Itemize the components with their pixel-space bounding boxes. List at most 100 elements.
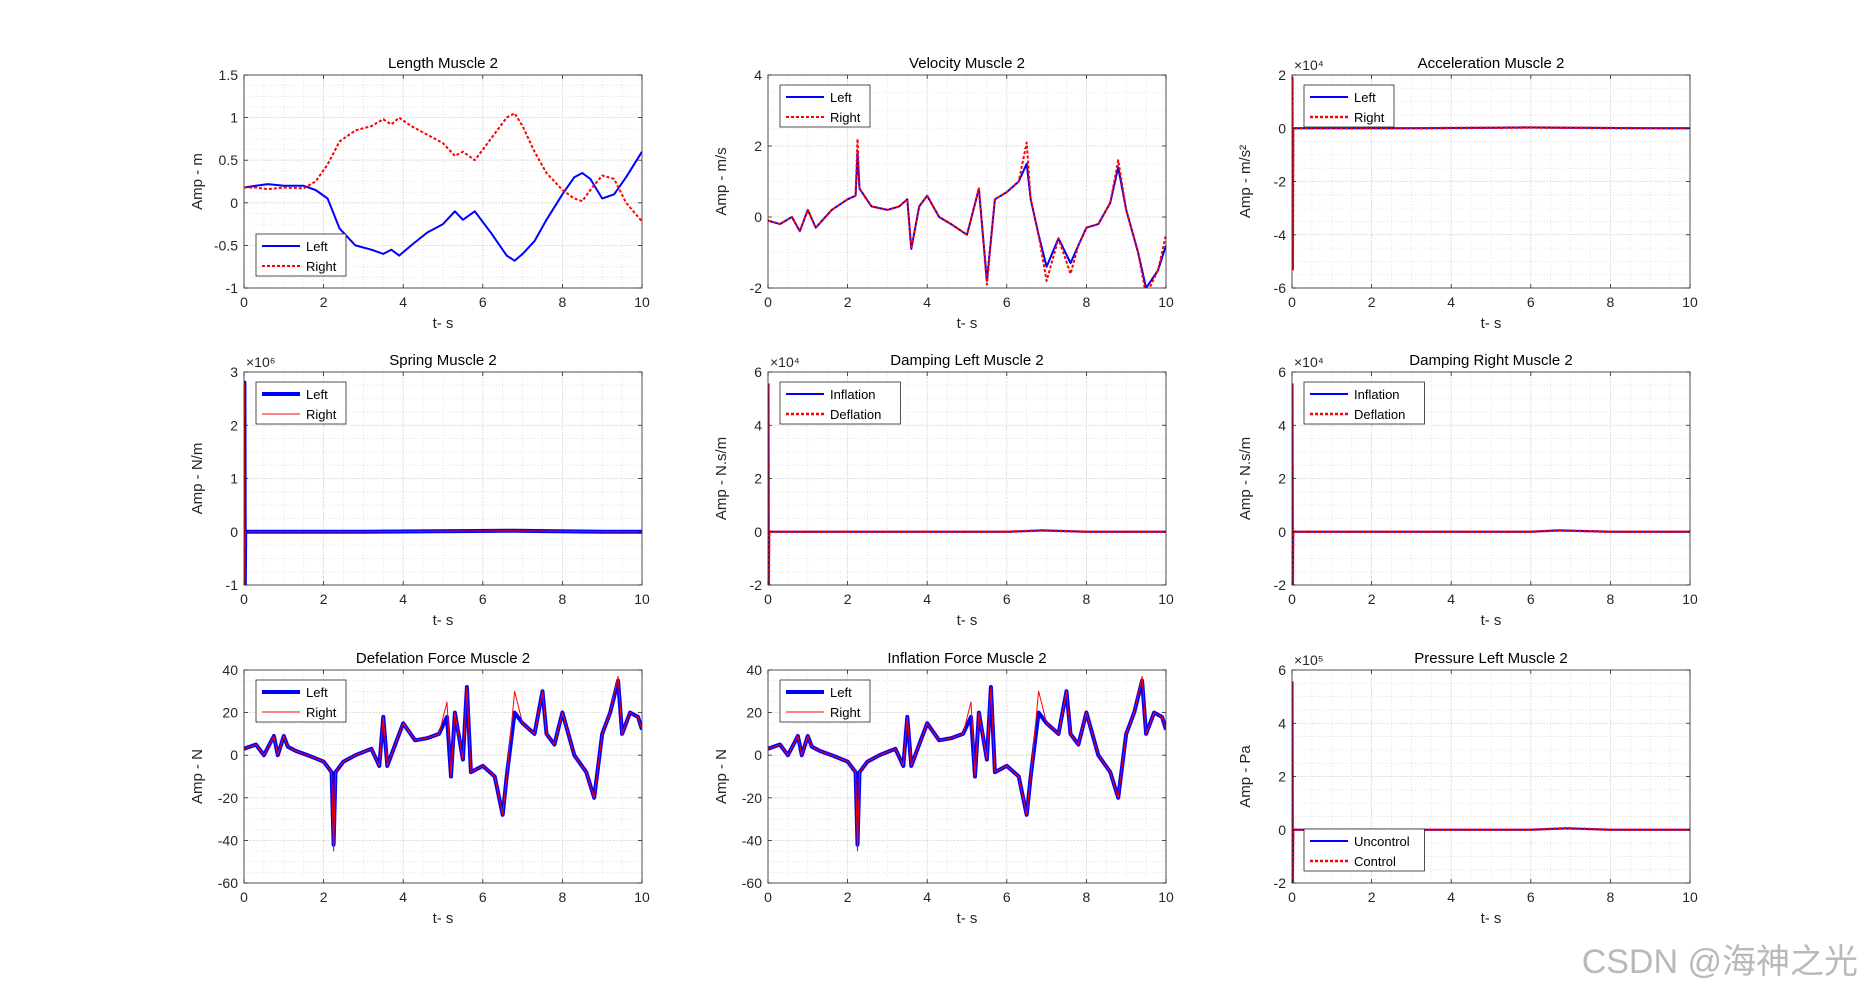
y-tick-label: 40 <box>746 662 762 678</box>
chart-title: Spring Muscle 2 <box>389 352 497 369</box>
series-line-deflation <box>768 381 1166 585</box>
y-tick-label: -20 <box>742 790 762 806</box>
y-tick-label: 6 <box>1278 364 1286 380</box>
x-tick-label: 4 <box>1447 294 1455 310</box>
y-tick-label: 2 <box>1278 769 1286 785</box>
y-axis-label: Amp - m/s <box>713 147 730 215</box>
y-tick-label: -2 <box>1274 174 1287 190</box>
x-axis-label: t- s <box>957 612 978 629</box>
x-axis-label: t- s <box>957 910 978 927</box>
legend: Left Right <box>779 84 871 128</box>
x-tick-label: 2 <box>320 294 328 310</box>
legend-label: Deflation <box>1354 407 1405 422</box>
legend-box <box>255 381 347 425</box>
x-tick-label: 0 <box>1288 591 1296 607</box>
axis-exponent: ×10⁴ <box>1294 57 1324 73</box>
chart-3: 0 2 4 6 8 10 -6 -4 -2 0 2 ×10⁴ Acceleration Muscle 2… <box>1237 55 1698 332</box>
x-tick-label: 10 <box>634 591 650 607</box>
y-tick-label: 0 <box>1278 120 1286 136</box>
legend-label: Left <box>1354 90 1376 105</box>
legend: Left Right <box>779 679 871 723</box>
x-axis-label: t- s <box>433 910 454 927</box>
y-tick-label: -6 <box>1274 280 1287 296</box>
legend-label: Inflation <box>1354 387 1400 402</box>
y-tick-label: 0 <box>230 747 238 763</box>
chart-title: Inflation Force Muscle 2 <box>887 650 1046 667</box>
x-tick-label: 10 <box>1158 591 1174 607</box>
y-tick-label: 2 <box>754 138 762 154</box>
y-tick-label: 0 <box>1278 822 1286 838</box>
x-tick-label: 2 <box>844 889 852 905</box>
y-axis-label: Amp - m <box>189 153 206 210</box>
x-tick-label: 4 <box>923 889 931 905</box>
legend-label: Right <box>830 705 861 720</box>
y-tick-label: -2 <box>750 577 763 593</box>
x-tick-label: 6 <box>479 889 487 905</box>
legend-box <box>255 679 347 723</box>
chart-1: 0 2 4 6 8 10 -1 -0.5 0 0.5 1 1.5 Length Muscle 2 t- s… <box>189 55 650 332</box>
y-tick-label: -20 <box>218 790 238 806</box>
legend-label: Right <box>306 407 337 422</box>
chart-title: Damping Left Muscle 2 <box>890 352 1043 369</box>
legend: Inflation Deflation <box>779 381 901 425</box>
x-tick-label: 10 <box>1682 591 1698 607</box>
axes-box <box>767 669 1167 884</box>
y-tick-label: -4 <box>1274 227 1287 243</box>
legend-box <box>255 233 347 277</box>
y-tick-label: 2 <box>230 417 238 433</box>
x-tick-label: 6 <box>1527 591 1535 607</box>
y-tick-label: -40 <box>742 832 762 848</box>
chart-8: 0 2 4 6 8 10 -60 -40 -20 0 20 40 Inflation Force Mus… <box>713 650 1174 927</box>
x-axis-label: t- s <box>1481 910 1502 927</box>
x-axis-label: t- s <box>1481 612 1502 629</box>
x-tick-label: 0 <box>764 889 772 905</box>
series-line-right <box>1292 76 1690 271</box>
chart-title: Pressure Left Muscle 2 <box>1414 650 1567 667</box>
axis-exponent: ×10⁵ <box>1294 652 1324 668</box>
y-tick-label: 2 <box>754 471 762 487</box>
axis-exponent: ×10⁴ <box>770 354 800 370</box>
x-axis-label: t- s <box>1481 315 1502 332</box>
x-tick-label: 6 <box>479 294 487 310</box>
axis-exponent: ×10⁴ <box>1294 354 1324 370</box>
y-tick-label: -2 <box>750 280 763 296</box>
y-tick-label: 20 <box>222 705 238 721</box>
x-tick-label: 6 <box>479 591 487 607</box>
series-line-right <box>244 112 642 223</box>
x-tick-label: 6 <box>1527 294 1535 310</box>
y-tick-label: 4 <box>1278 715 1286 731</box>
x-tick-label: 8 <box>559 889 567 905</box>
x-tick-label: 0 <box>1288 889 1296 905</box>
y-tick-label: 2 <box>1278 471 1286 487</box>
y-tick-label: 6 <box>754 364 762 380</box>
x-tick-label: 0 <box>240 591 248 607</box>
x-tick-label: 0 <box>240 889 248 905</box>
x-tick-label: 0 <box>1288 294 1296 310</box>
legend-label: Right <box>830 110 861 125</box>
axes-box <box>243 669 643 884</box>
y-tick-label: -1 <box>226 577 239 593</box>
chart-title: Defelation Force Muscle 2 <box>356 650 530 667</box>
series-line-right <box>768 137 1166 288</box>
legend-label: Deflation <box>830 407 881 422</box>
legend-label: Uncontrol <box>1354 834 1410 849</box>
x-tick-label: 10 <box>1682 889 1698 905</box>
y-tick-label: 0.5 <box>219 152 239 168</box>
legend: Left Right <box>255 233 347 277</box>
legend-label: Inflation <box>830 387 876 402</box>
axes-box <box>767 74 1167 289</box>
y-tick-label: 4 <box>1278 417 1286 433</box>
legend-label: Right <box>306 259 337 274</box>
y-tick-label: 0 <box>754 524 762 540</box>
y-tick-label: -2 <box>1274 577 1287 593</box>
y-axis-label: Amp - N.s/m <box>1237 437 1254 520</box>
series-line-control <box>1292 679 1690 883</box>
legend-label: Left <box>830 685 852 700</box>
x-tick-label: 4 <box>399 294 407 310</box>
legend: Inflation Deflation <box>1303 381 1425 425</box>
chart-title: Length Muscle 2 <box>388 55 498 72</box>
x-tick-label: 6 <box>1003 591 1011 607</box>
